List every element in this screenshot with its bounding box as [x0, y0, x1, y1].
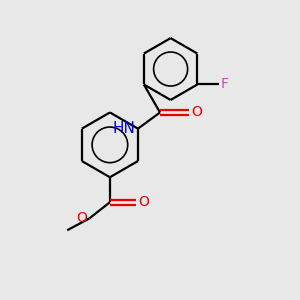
Text: O: O — [76, 212, 87, 226]
Text: O: O — [191, 106, 203, 119]
Text: HN: HN — [113, 121, 136, 136]
Text: F: F — [221, 77, 229, 92]
Text: O: O — [139, 195, 149, 209]
